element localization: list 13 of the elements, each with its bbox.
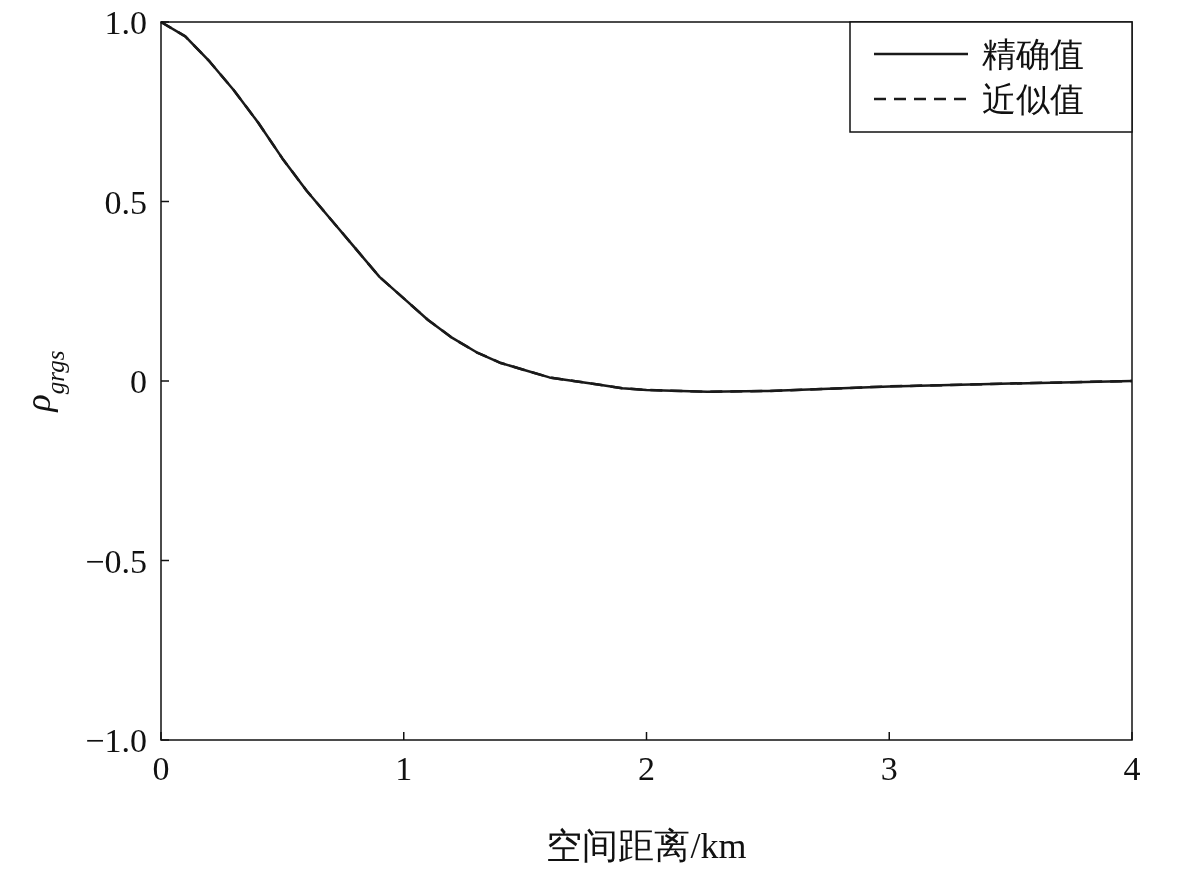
x-tick-label: 2: [638, 750, 655, 787]
y-tick-label: 0.5: [104, 183, 147, 221]
x-tick-label: 1: [395, 750, 413, 787]
y-tick-label: −0.5: [85, 542, 147, 580]
legend-label: 近似值: [982, 81, 1084, 118]
x-tick-label: 4: [1123, 750, 1141, 787]
y-tick-label: −1.0: [85, 722, 147, 759]
x-tick-label: 0: [152, 750, 170, 787]
legend-label: 精确值: [982, 36, 1084, 73]
x-axis-title: 空间距离/km: [546, 826, 747, 866]
x-tick-label: 3: [880, 750, 898, 787]
y-tick-label: 0: [130, 363, 147, 400]
y-tick-label: 1.0: [104, 4, 147, 41]
